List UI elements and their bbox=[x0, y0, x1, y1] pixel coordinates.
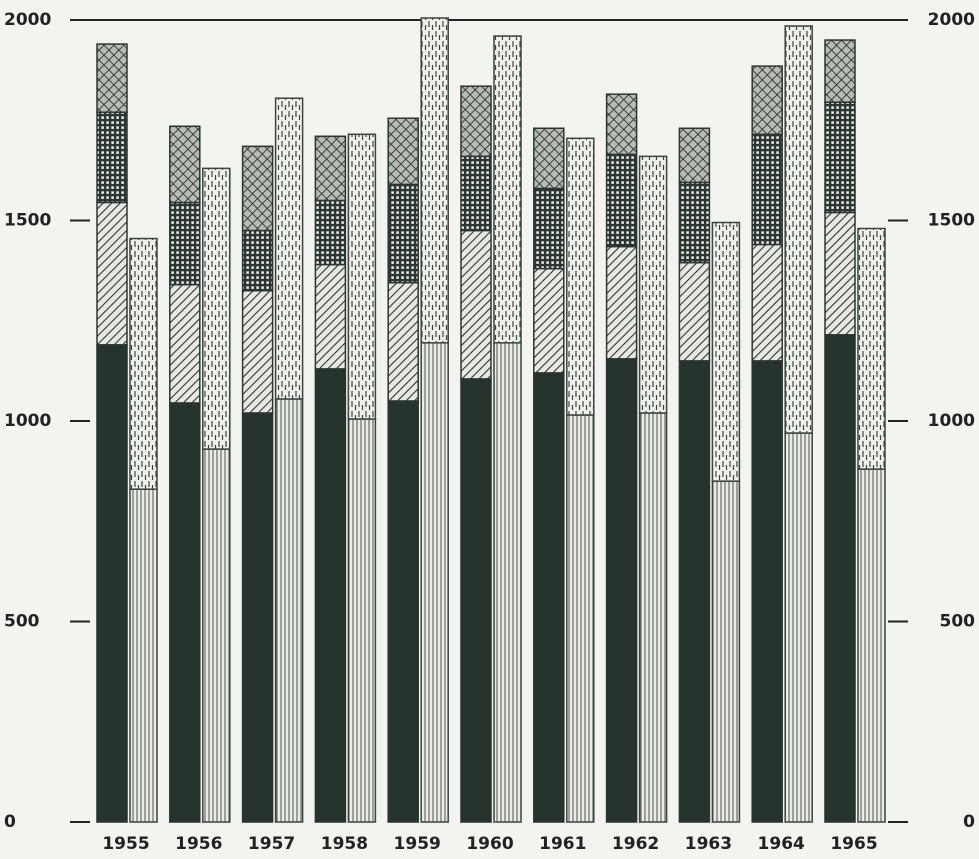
x-tick-label: 1959 bbox=[394, 834, 441, 854]
bar-segment bbox=[96, 201, 128, 346]
y-tick-label: 0 bbox=[963, 812, 975, 832]
bar-segment bbox=[96, 111, 128, 204]
bar-segment bbox=[533, 372, 565, 823]
y-tick-label: 1000 bbox=[928, 411, 975, 431]
bar-segment bbox=[387, 400, 419, 823]
bar-segment bbox=[493, 342, 522, 823]
bar-segment bbox=[533, 187, 565, 270]
x-tick-label: 1965 bbox=[830, 834, 877, 854]
bar-segment bbox=[420, 342, 449, 823]
bar-segment bbox=[314, 368, 347, 823]
x-tick-label: 1957 bbox=[248, 834, 295, 854]
bar-segment bbox=[460, 155, 492, 232]
bar-segment bbox=[96, 43, 128, 113]
bar-segment bbox=[751, 133, 783, 246]
bar-segment bbox=[678, 360, 711, 823]
y-tick-label: 1500 bbox=[4, 211, 51, 231]
bar-segment bbox=[678, 127, 711, 184]
bar-segment bbox=[678, 181, 711, 264]
bar-segment bbox=[129, 237, 158, 490]
bar-segment bbox=[202, 167, 231, 450]
bar-segment bbox=[314, 263, 347, 370]
bar-segment bbox=[751, 360, 783, 823]
bar-segment bbox=[711, 480, 741, 823]
bar-segment bbox=[824, 334, 856, 823]
y-tick-label: 2000 bbox=[928, 10, 975, 30]
y-tick-label: 500 bbox=[4, 612, 40, 632]
bar-segment bbox=[711, 221, 741, 482]
bar-segment bbox=[274, 97, 304, 400]
bar-segment bbox=[566, 137, 595, 416]
y-tick-label: 1000 bbox=[4, 411, 51, 431]
bar-segment bbox=[566, 414, 595, 823]
bar-segment bbox=[387, 281, 419, 402]
bar-segment bbox=[420, 17, 449, 344]
bar-segment bbox=[493, 35, 522, 344]
bar-segment bbox=[533, 267, 565, 374]
bar-segment bbox=[169, 125, 201, 204]
bar-segment bbox=[347, 418, 377, 823]
x-tick-label: 1955 bbox=[102, 834, 149, 854]
y-tick-label: 0 bbox=[4, 812, 16, 832]
bar-segment bbox=[274, 398, 304, 823]
bar-segment bbox=[129, 488, 158, 823]
bar-segment bbox=[460, 85, 492, 158]
bar-segment bbox=[533, 127, 565, 190]
bar-segment bbox=[824, 39, 856, 103]
bar-segment bbox=[638, 412, 668, 823]
y-tick-label: 2000 bbox=[4, 10, 51, 30]
bar-segment bbox=[751, 243, 783, 362]
x-tick-label: 1964 bbox=[758, 834, 805, 854]
bar-segment bbox=[241, 289, 274, 414]
bar-segment bbox=[347, 133, 377, 420]
bar-segment bbox=[460, 378, 492, 823]
bar-segment bbox=[387, 183, 419, 284]
bar-segment bbox=[784, 25, 813, 434]
x-tick-label: 1960 bbox=[466, 834, 513, 854]
y-tick-label: 500 bbox=[940, 612, 976, 632]
bar-segment bbox=[605, 153, 638, 248]
bar-segment bbox=[605, 358, 638, 823]
y-tick-label: 1500 bbox=[928, 211, 975, 231]
bar-segment bbox=[605, 93, 638, 156]
bar-segment bbox=[169, 283, 201, 404]
bar-segment bbox=[169, 201, 201, 286]
bar-segment bbox=[202, 448, 231, 823]
x-tick-label: 1963 bbox=[685, 834, 732, 854]
bar-segment bbox=[784, 432, 813, 823]
bar-segment bbox=[314, 199, 347, 266]
bar-segment bbox=[824, 101, 856, 214]
bar-segment bbox=[314, 135, 347, 202]
bar-segment bbox=[824, 211, 856, 336]
bar-segment bbox=[678, 261, 711, 362]
bar-segment bbox=[460, 229, 492, 380]
bar-segment bbox=[605, 245, 638, 360]
bar-segment bbox=[241, 145, 274, 232]
bar-segment bbox=[751, 65, 783, 136]
bar-segment bbox=[638, 155, 668, 414]
x-tick-label: 1961 bbox=[539, 834, 586, 854]
bar-segment bbox=[169, 402, 201, 823]
bar-segment bbox=[241, 412, 274, 823]
x-tick-label: 1958 bbox=[321, 834, 368, 854]
x-tick-label: 1962 bbox=[612, 834, 659, 854]
bar-segment bbox=[96, 344, 128, 823]
bar-segment bbox=[241, 229, 274, 292]
bar-segment bbox=[857, 468, 886, 823]
x-tick-label: 1956 bbox=[175, 834, 222, 854]
bar-segment bbox=[857, 227, 886, 470]
bar-segment bbox=[387, 117, 419, 186]
